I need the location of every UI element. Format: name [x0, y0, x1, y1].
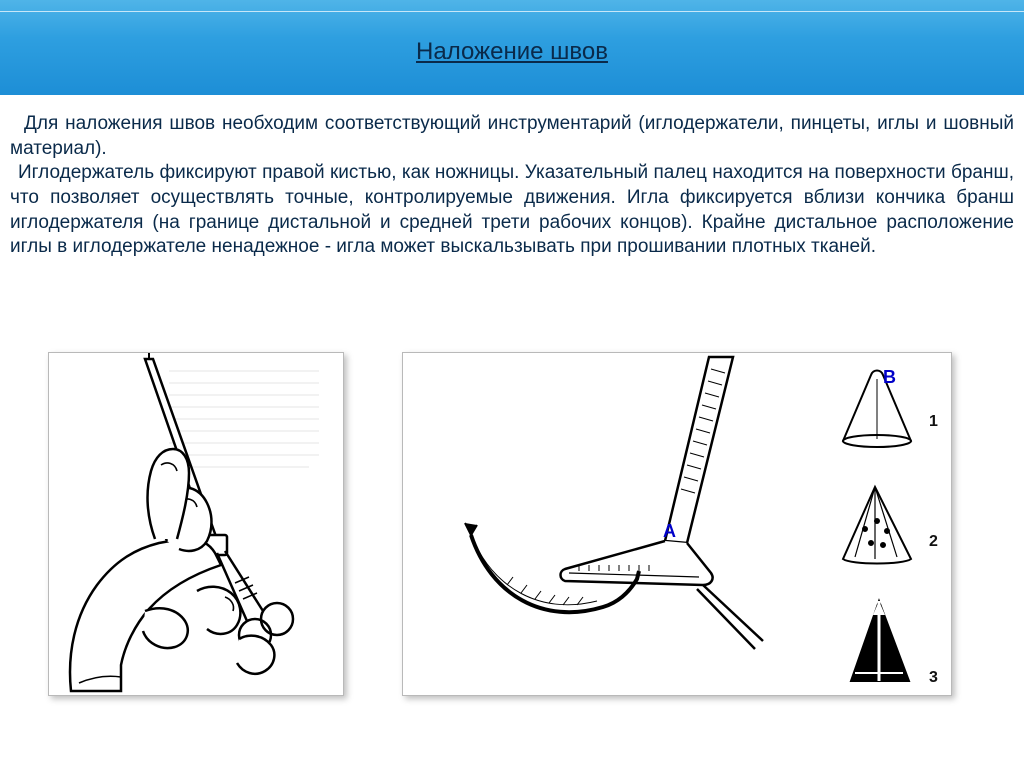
figures-row: А В 1 2 3: [48, 352, 994, 712]
label-2: 2: [929, 533, 938, 551]
label-a: А: [663, 521, 676, 542]
figure-hand-needleholder: [48, 352, 344, 696]
label-b: В: [883, 367, 896, 388]
slide: Наложение швов Для наложения швов необхо…: [0, 0, 1024, 767]
page-title: Наложение швов: [0, 38, 1024, 66]
hand-needleholder-illustration: [49, 353, 345, 697]
label-3: 3: [929, 669, 938, 687]
figure-needle-variants: А В 1 2 3: [402, 352, 952, 696]
paragraph-2: Иглодержатель фиксируют правой кистью, к…: [10, 161, 1014, 260]
header-divider: [0, 11, 1024, 12]
label-1: 1: [929, 413, 938, 431]
needle-variants-illustration: [403, 353, 953, 697]
paragraph-1: Для наложения швов необходим соответству…: [10, 112, 1014, 161]
body-text: Для наложения швов необходим соответству…: [10, 112, 1014, 260]
